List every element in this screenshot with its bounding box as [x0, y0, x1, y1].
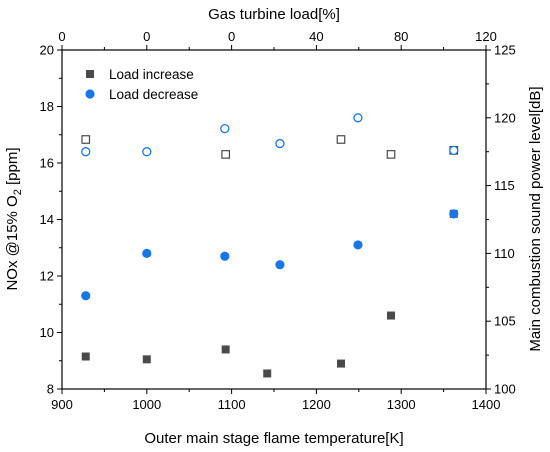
point-circle-open-right [142, 147, 152, 157]
point-circle-filled-left [220, 251, 230, 261]
y-right-axis-title: Main combustion sound power level[dB] [527, 86, 544, 351]
x-bottom-tick-label: 1300 [387, 397, 416, 412]
y-left-tick-label: 16 [40, 156, 54, 171]
legend: Load increase Load decrease [85, 67, 198, 102]
point-square-open-right [336, 135, 346, 144]
x-top-tick-label: 80 [394, 29, 408, 44]
y-left-tick-label: 20 [40, 43, 54, 58]
points-layer [81, 113, 459, 378]
point-square-open-right [81, 135, 91, 144]
y-left-tick-label: 12 [40, 269, 54, 284]
point-square-filled-left [142, 355, 151, 364]
x-bottom-axis-title: Outer main stage flame temperature[K] [144, 430, 403, 447]
point-square-filled-left [221, 345, 230, 354]
point-square-open-right [386, 150, 396, 159]
point-circle-filled-left [449, 209, 459, 219]
point-circle-open-right [353, 113, 363, 123]
y-right-tick-label: 115 [494, 178, 515, 193]
x-bottom-tick-label: 1000 [132, 397, 161, 412]
point-circle-filled-left [81, 291, 91, 301]
point-circle-open-right [81, 147, 91, 157]
point-square-filled-left [81, 352, 90, 361]
y-left-tick-label: 8 [47, 382, 54, 397]
x-top-tick-label: 0 [228, 29, 235, 44]
x-top-tick-label: 120 [475, 29, 497, 44]
y-left-axis-title-subscript: 2 [12, 189, 24, 195]
point-square-filled-left [336, 359, 345, 368]
y-left-axis-title: NOx @15% O2 [ppm] [4, 147, 24, 290]
ticks-layer: 900 1000 1100 1200 1300 1400 0 0 0 40 80 120 8 10 12 14… [40, 29, 516, 412]
y-left-tick-label: 14 [40, 212, 54, 227]
y-left-axis-title-tail: [ppm] [4, 147, 21, 189]
point-circle-filled-left [142, 248, 152, 258]
x-bottom-tick-label: 1100 [218, 397, 246, 412]
y-left-tick-label: 10 [40, 325, 54, 340]
legend-marker-circle [85, 89, 95, 99]
point-square-filled-left [263, 369, 272, 378]
point-circle-open-right [449, 145, 459, 155]
y-right-tick-label: 110 [494, 246, 515, 261]
y-right-tick-label: 120 [494, 110, 516, 125]
x-bottom-tick-label: 1400 [472, 397, 501, 412]
point-square-filled-left [387, 311, 396, 320]
y-right-tick-label: 105 [494, 314, 516, 329]
x-bottom-tick-label: 900 [51, 397, 73, 412]
y-left-axis-title-main: NOx @15% O [4, 195, 21, 290]
legend-marker-square [86, 70, 94, 78]
x-bottom-tick-label: 1200 [302, 397, 331, 412]
legend-label: Load increase [109, 67, 194, 82]
point-circle-filled-left [275, 260, 285, 270]
y-left-tick-label: 18 [40, 99, 54, 114]
point-circle-open-right [220, 123, 230, 134]
legend-label: Load decrease [109, 87, 198, 102]
y-right-tick-label: 100 [494, 382, 516, 397]
point-square-open-right [221, 150, 231, 159]
x-top-tick-label: 0 [58, 29, 65, 44]
x-top-tick-label: 40 [309, 29, 323, 44]
x-top-axis-title: Gas turbine load[%] [208, 6, 340, 23]
point-circle-open-right [275, 138, 285, 149]
x-top-tick-label: 0 [143, 29, 150, 44]
y-right-tick-label: 125 [494, 43, 516, 58]
point-circle-filled-left [353, 240, 363, 250]
